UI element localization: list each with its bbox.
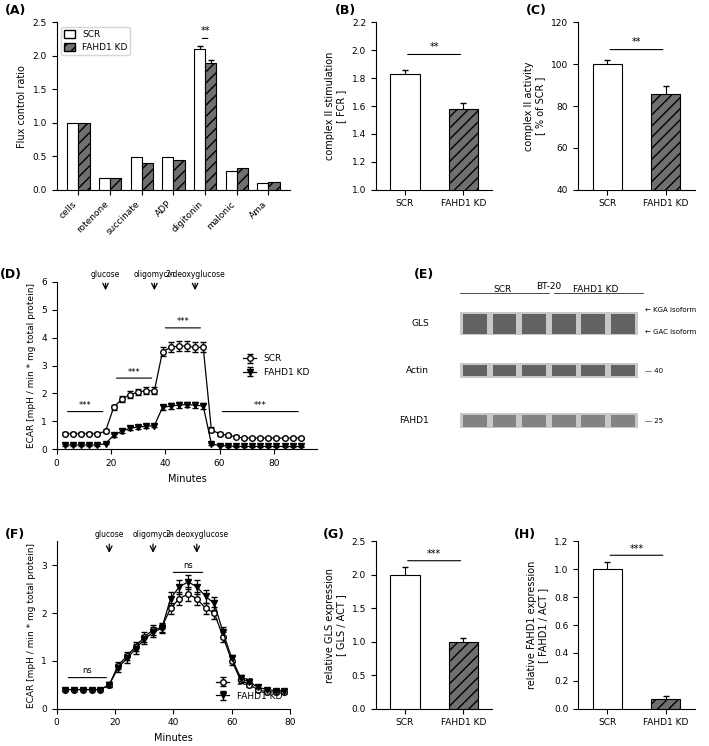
Text: glucose: glucose	[94, 530, 124, 539]
Text: FAHD1 KD: FAHD1 KD	[573, 285, 618, 294]
Text: (F): (F)	[6, 528, 26, 541]
Text: ***: ***	[79, 401, 91, 410]
Text: **: **	[430, 42, 439, 51]
Bar	[611, 313, 635, 333]
Y-axis label: relative FAHD1 expression
[ FAHD1 / ACT ]: relative FAHD1 expression [ FAHD1 / ACT …	[527, 561, 549, 689]
Text: oligomycin: oligomycin	[132, 530, 174, 539]
Bar	[237, 168, 248, 189]
Bar	[552, 365, 576, 377]
Bar	[552, 313, 576, 333]
Bar	[464, 365, 487, 377]
Bar	[611, 365, 635, 377]
Text: ***: ***	[128, 368, 140, 377]
Legend: SCR, FAHD1 KD: SCR, FAHD1 KD	[212, 674, 286, 704]
Bar	[593, 569, 622, 709]
Text: 2-deoxyglucose: 2-deoxyglucose	[165, 270, 225, 279]
Text: FAHD1: FAHD1	[399, 416, 429, 425]
Legend: SCR, FAHD1 KD: SCR, FAHD1 KD	[61, 27, 130, 55]
X-axis label: Minutes: Minutes	[167, 474, 206, 483]
Bar	[523, 415, 546, 427]
Bar	[257, 183, 269, 189]
Bar	[225, 171, 237, 189]
Bar	[99, 178, 110, 189]
Text: Actin: Actin	[406, 366, 429, 375]
Text: 2- deoxyglucose: 2- deoxyglucose	[166, 530, 228, 539]
Y-axis label: ECAR [mpH / min * mg total protein]: ECAR [mpH / min * mg total protein]	[27, 542, 35, 707]
Bar	[581, 313, 605, 333]
Text: SCR: SCR	[493, 285, 511, 294]
Text: **: **	[201, 26, 210, 36]
Text: ***: ***	[630, 544, 644, 554]
Text: (B): (B)	[335, 4, 356, 17]
Bar	[493, 313, 516, 333]
Bar	[174, 160, 184, 189]
Bar	[79, 123, 89, 189]
Bar	[110, 178, 121, 189]
Text: — 25: — 25	[645, 418, 664, 424]
Bar	[449, 642, 478, 709]
Text: (C): (C)	[525, 4, 547, 17]
Bar	[269, 182, 279, 189]
Text: ***: ***	[254, 401, 267, 410]
Bar	[194, 49, 205, 189]
Text: (D): (D)	[0, 269, 21, 281]
Bar	[464, 415, 487, 427]
Bar	[391, 574, 420, 709]
Bar	[460, 363, 637, 378]
Bar	[493, 415, 516, 427]
Text: GLS: GLS	[411, 319, 429, 328]
Y-axis label: complex II activity
[ % of SCR ]: complex II activity [ % of SCR ]	[524, 61, 545, 151]
Bar	[581, 415, 605, 427]
Bar	[552, 415, 576, 427]
Bar	[162, 157, 174, 189]
Bar	[449, 109, 478, 329]
Text: (A): (A)	[6, 4, 27, 17]
Text: ***: ***	[427, 549, 441, 560]
Legend: SCR, FAHD1 KD: SCR, FAHD1 KD	[240, 351, 313, 380]
Bar	[142, 163, 153, 189]
Bar	[611, 415, 635, 427]
Bar	[493, 365, 516, 377]
Text: oligomycin: oligomycin	[133, 270, 175, 279]
Bar	[464, 313, 487, 333]
Bar	[460, 413, 637, 428]
Bar	[593, 64, 622, 274]
Y-axis label: Flux control ratio: Flux control ratio	[17, 65, 27, 148]
Text: BT-20: BT-20	[536, 282, 562, 291]
Text: glucose: glucose	[91, 270, 121, 279]
Y-axis label: relative GLS expression
[ GLS / ACT ]: relative GLS expression [ GLS / ACT ]	[325, 568, 346, 683]
X-axis label: Minutes: Minutes	[154, 733, 193, 743]
Bar	[581, 365, 605, 377]
Text: ← KGA isoform: ← KGA isoform	[645, 307, 696, 313]
Y-axis label: complex II stimulation
[ FCR ]: complex II stimulation [ FCR ]	[325, 52, 346, 160]
Text: ns: ns	[82, 666, 92, 675]
Text: (G): (G)	[323, 528, 345, 541]
Bar	[130, 157, 142, 189]
Bar	[651, 93, 680, 274]
Text: **: **	[632, 37, 641, 48]
Bar	[205, 63, 216, 189]
Bar	[523, 365, 546, 377]
Text: ns: ns	[183, 561, 193, 570]
Text: (H): (H)	[514, 528, 536, 541]
Text: (E): (E)	[413, 269, 434, 281]
Bar	[67, 123, 79, 189]
Bar	[651, 699, 680, 709]
Text: ← GAC isoform: ← GAC isoform	[645, 329, 696, 335]
Bar	[460, 312, 637, 336]
Text: ***: ***	[177, 318, 189, 327]
Text: — 40: — 40	[645, 368, 664, 374]
Bar	[523, 313, 546, 333]
Y-axis label: ECAR [mpH / min * mg total protein]: ECAR [mpH / min * mg total protein]	[27, 283, 35, 448]
Bar	[391, 74, 420, 329]
